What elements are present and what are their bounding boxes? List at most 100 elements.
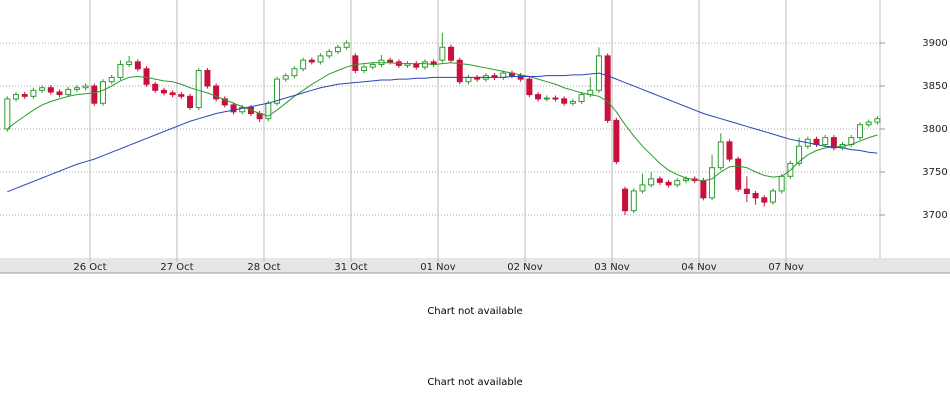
candle-body xyxy=(343,42,350,48)
candle-body xyxy=(578,94,585,102)
message: Chart not available xyxy=(427,377,523,388)
candle-body xyxy=(317,55,324,63)
candle-body xyxy=(213,85,220,100)
candle-body xyxy=(630,190,637,212)
candle-body xyxy=(717,141,724,169)
candle-body xyxy=(178,94,185,97)
candle-body xyxy=(195,70,202,108)
candle-body xyxy=(169,92,176,96)
y-tick-label: 3750 xyxy=(922,167,947,178)
candle-body xyxy=(282,75,289,80)
candle-body xyxy=(874,118,881,123)
candle-body xyxy=(622,188,629,212)
candle-body xyxy=(569,100,576,104)
candle-body xyxy=(47,87,54,93)
x-tick-label: 07 Nov xyxy=(768,262,804,273)
candle-body xyxy=(526,78,533,96)
candle-body xyxy=(752,193,759,199)
x-tick-label: 28 Oct xyxy=(247,262,280,273)
candle-body xyxy=(543,97,550,100)
candle-body xyxy=(535,94,542,100)
candle-body xyxy=(230,104,237,113)
candle-body xyxy=(152,83,159,91)
moving-average xyxy=(7,72,878,193)
candle-body xyxy=(648,178,655,186)
candle-body xyxy=(743,188,750,194)
candle-body xyxy=(682,178,689,182)
candle-body xyxy=(239,107,246,113)
candle-body xyxy=(856,124,863,139)
candle-body xyxy=(465,76,472,83)
x-tick-label: 27 Oct xyxy=(160,262,193,273)
y-tick-label: 3700 xyxy=(922,210,947,221)
candle-body xyxy=(830,137,837,149)
x-tick-label: 04 Nov xyxy=(681,262,717,273)
candle-body xyxy=(300,59,307,70)
candle-body xyxy=(421,61,428,68)
candle-body xyxy=(778,175,785,192)
candle-body xyxy=(456,59,463,83)
candle-body xyxy=(73,87,80,90)
x-tick-label: 03 Nov xyxy=(594,262,630,273)
candle-body xyxy=(700,180,707,199)
candle-body xyxy=(117,64,124,78)
candle-body xyxy=(187,95,194,108)
candle-body xyxy=(361,66,368,72)
candle-body xyxy=(552,97,559,100)
candle-body xyxy=(448,46,455,61)
candle-body xyxy=(204,70,211,87)
time-axis-strip xyxy=(0,258,950,273)
candle-body xyxy=(4,98,11,130)
candle-body xyxy=(291,68,298,77)
candle-body xyxy=(517,75,524,80)
candle-body xyxy=(65,88,72,96)
candle-body xyxy=(674,180,681,186)
x-tick-label: 26 Oct xyxy=(73,262,106,273)
candle-body xyxy=(221,98,228,106)
y-tick-label: 3800 xyxy=(922,124,947,135)
candle-body xyxy=(143,68,150,85)
candle-body xyxy=(160,89,167,94)
candle-body xyxy=(56,91,63,96)
candle-body xyxy=(100,81,107,104)
candle-body xyxy=(656,178,663,183)
y-tick-label: 3850 xyxy=(922,81,947,92)
candle-body xyxy=(134,61,141,70)
candle-body xyxy=(387,59,394,63)
candle-body xyxy=(308,59,315,63)
chart: 3700 3750 3800 3850 3900 26 Oct 27 Oct 28 Oct 31… xyxy=(0,0,950,274)
x-tick-label: 02 Nov xyxy=(507,262,543,273)
candle-body xyxy=(334,46,341,53)
x-tick-label: 31 Oct xyxy=(334,262,367,273)
candle-body xyxy=(30,89,37,97)
candle-body xyxy=(108,76,115,83)
candle-body xyxy=(822,137,829,145)
candle-body xyxy=(865,121,872,126)
candle-body xyxy=(352,55,359,72)
candle-body xyxy=(561,98,568,104)
candle-body xyxy=(665,181,672,186)
candle-body xyxy=(21,94,28,97)
candle-body xyxy=(769,190,776,203)
candle-body xyxy=(796,145,803,164)
candle-body xyxy=(726,141,733,160)
candle-body xyxy=(735,158,742,190)
candle-body xyxy=(126,61,133,65)
candle-body xyxy=(13,94,20,100)
candle-body xyxy=(413,63,420,68)
candle-body xyxy=(639,184,646,192)
message: Chart not available xyxy=(427,306,523,317)
candle-body xyxy=(326,51,333,57)
moving-average xyxy=(6,62,878,182)
y-tick-label: 3900 xyxy=(922,38,947,49)
candle-body xyxy=(82,85,89,89)
candle-body xyxy=(613,119,620,163)
x-tick-label: 01 Nov xyxy=(420,262,456,273)
candle-body xyxy=(604,55,611,121)
candle-body xyxy=(274,78,281,104)
candle-body xyxy=(369,64,376,68)
candle-body xyxy=(91,85,98,104)
candle-body xyxy=(39,87,46,91)
candle-body xyxy=(709,167,716,199)
